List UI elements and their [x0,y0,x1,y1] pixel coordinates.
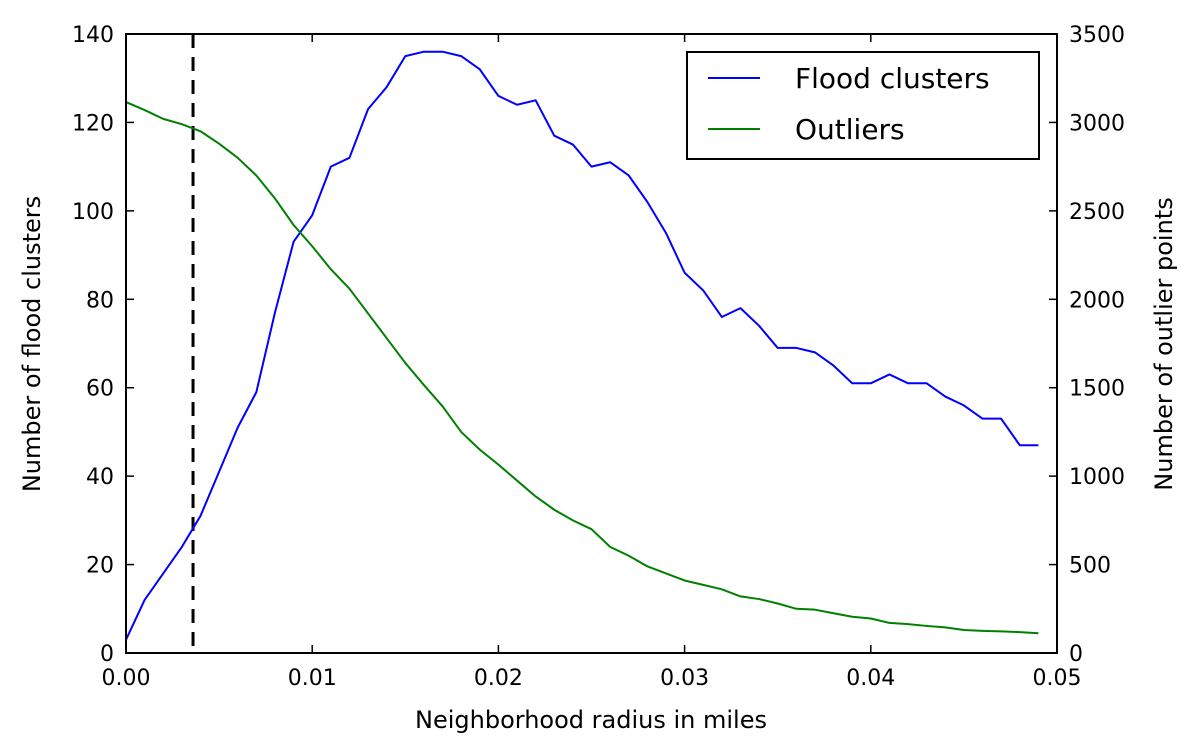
series-group [125,50,1039,641]
y-right-tick-label: 2000 [1069,288,1125,313]
x-tick-label: 0.05 [1033,666,1082,691]
x-tick-label: 0.04 [846,666,895,691]
y-left-tick-label: 40 [86,465,114,490]
series-line-flood-clusters [125,50,1039,641]
y-left-tick-label: 0 [100,642,114,667]
x-tick-label: 0.01 [288,666,337,691]
y-right-tick-label: 2500 [1069,200,1125,225]
plot-frame [125,33,1058,654]
series-line-outliers [125,101,1039,635]
legend: Flood clusters Outliers [686,51,1040,160]
x-axis-label: Neighborhood radius in miles [415,706,767,734]
y-axis-right-label: Number of outlier points [1150,197,1178,490]
y-left-tick-label: 120 [72,111,114,136]
y-axis-left-label: Number of flood clusters [18,196,46,492]
y-left-tick-label: 80 [86,288,114,313]
legend-box [686,51,1040,160]
y-left-tick-label: 140 [72,23,114,48]
y-left-tick-label: 100 [72,200,114,225]
y-left-tick-label: 60 [86,377,114,402]
y-right-tick-label: 1000 [1069,465,1125,490]
legend-label-flood-clusters: Flood clusters [795,62,990,95]
y-right-tick-label: 3500 [1069,23,1125,48]
y-right-tick-label: 500 [1069,554,1111,579]
x-tick-label: 0.00 [102,666,151,691]
y-left-tick-label: 20 [86,554,114,579]
ticks-group: 0.00 0.01 0.02 0.03 0.04 0.050204060801001201… [72,23,1125,691]
x-tick-label: 0.02 [474,666,523,691]
x-tick-label: 0.03 [660,666,709,691]
y-right-tick-label: 1500 [1069,377,1125,402]
legend-label-outliers: Outliers [795,113,905,146]
y-right-tick-label: 3000 [1069,111,1125,136]
y-right-tick-label: 0 [1069,642,1083,667]
